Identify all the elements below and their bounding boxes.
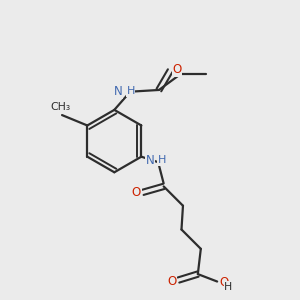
Text: H: H: [127, 86, 135, 96]
Text: H: H: [224, 282, 232, 292]
Text: N: N: [114, 85, 123, 98]
Text: O: O: [220, 276, 229, 289]
Text: O: O: [167, 275, 177, 288]
Text: O: O: [132, 186, 141, 200]
Text: O: O: [172, 63, 182, 76]
Text: H: H: [158, 155, 166, 165]
Text: CH₃: CH₃: [50, 102, 70, 112]
Text: N: N: [146, 154, 154, 167]
